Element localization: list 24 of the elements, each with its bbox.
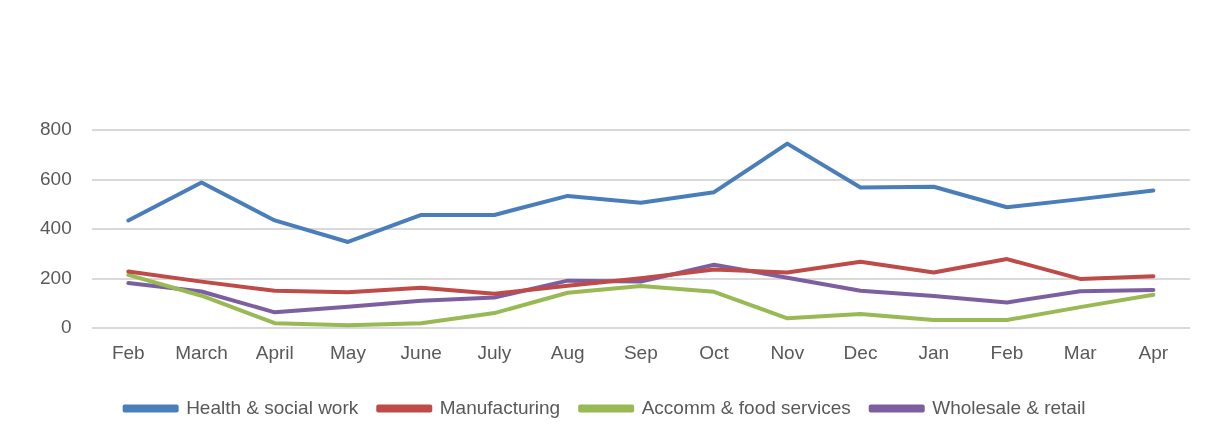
legend-label: Wholesale & retail [932,396,1086,418]
y-tick-label: 600 [40,167,72,189]
x-tick-label: May [330,341,367,363]
x-tick-label: Oct [699,341,730,363]
x-tick-label: Apr [1138,341,1169,363]
y-tick-label: 0 [61,316,72,338]
legend-label: Accomm & food services [641,396,851,418]
x-tick-label: Nov [770,341,805,363]
x-tick-label: Mar [1063,341,1098,363]
x-tick-label: Aug [550,341,585,363]
y-tick-label: 400 [40,217,72,239]
x-tick-label: Jan [918,341,950,363]
x-tick-label: Sep [623,341,658,363]
legend-label: Manufacturing [439,396,561,418]
x-tick-label: Dec [843,341,878,363]
y-tick-label: 800 [40,118,72,140]
y-tick-label: 200 [40,266,72,288]
x-tick-label: Feb [990,341,1024,363]
legend-label: Health & social work [186,396,359,418]
x-tick-label: Feb [111,341,145,363]
x-tick-label: March [175,341,228,363]
x-tick-label: April [255,341,294,363]
x-tick-label: June [400,341,442,363]
x-tick-label: July [477,341,512,363]
